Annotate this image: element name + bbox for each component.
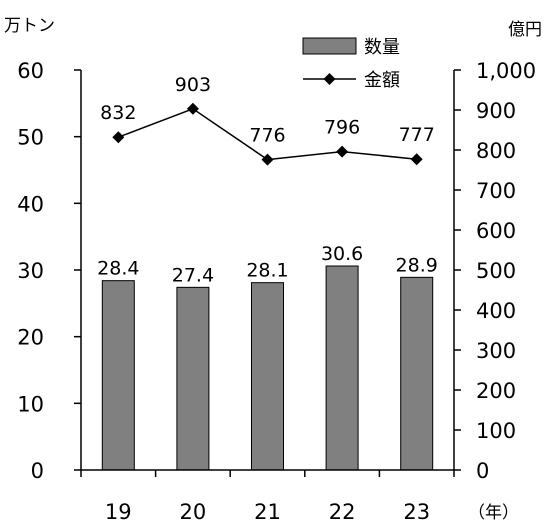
amount-marker (336, 145, 349, 158)
left-axis-unit: 万トン (4, 16, 55, 36)
right-tick-label: 800 (476, 139, 516, 163)
legend-bar-swatch (302, 37, 357, 55)
bars-layer (101, 265, 434, 471)
right-tick-label: 100 (476, 419, 516, 443)
ticks-layer: 0102030405060010020030040050060070080090… (17, 59, 536, 524)
right-tick-label: 200 (476, 379, 516, 403)
x-tick-label: 20 (180, 500, 207, 524)
bar-value-label: 28.1 (246, 260, 288, 282)
bar (400, 276, 434, 471)
right-tick-label: 0 (476, 459, 489, 483)
bar (176, 286, 210, 471)
bar-value-label: 28.9 (396, 254, 438, 276)
bar (325, 265, 359, 471)
line-layer (112, 102, 423, 166)
legend-line-label: 金額 (364, 70, 400, 91)
right-axis-unit: 億円 (508, 20, 542, 40)
line-value-label: 903 (175, 74, 211, 96)
line-value-label: 832 (100, 102, 136, 124)
bar-value-label: 30.6 (321, 243, 363, 265)
x-tick-label: 22 (329, 500, 356, 524)
line-value-label: 776 (249, 125, 285, 147)
right-tick-label: 500 (476, 259, 516, 283)
left-tick-label: 10 (17, 392, 44, 416)
x-tick-label: 23 (403, 500, 430, 524)
left-tick-label: 0 (31, 459, 44, 483)
bar (251, 282, 284, 471)
right-tick-label: 700 (476, 179, 516, 203)
bar-value-label: 27.4 (172, 264, 214, 286)
right-tick-label: 400 (476, 299, 516, 323)
left-tick-label: 50 (17, 126, 44, 150)
legend-bar-label: 数量 (364, 37, 400, 58)
left-tick-label: 30 (17, 259, 44, 283)
bar (101, 280, 135, 471)
x-tick-label: 21 (254, 500, 281, 524)
left-tick-label: 60 (17, 59, 44, 83)
amount-marker (112, 131, 125, 144)
labels-layer: 28.4 27.4 28.1 30.6 28.9 832 903 776 796 777 (97, 74, 438, 287)
legend: 数量 金額 (302, 37, 400, 91)
amount-marker (186, 102, 199, 115)
right-tick-label: 1,000 (476, 59, 536, 83)
legend-diamond-marker (323, 73, 336, 85)
x-tick-label: 19 (105, 500, 132, 524)
line-value-label: 777 (399, 124, 435, 146)
right-tick-label: 600 (476, 219, 516, 243)
right-tick-label: 900 (476, 99, 516, 123)
left-tick-label: 40 (17, 192, 44, 216)
left-tick-label: 20 (17, 326, 44, 350)
right-tick-label: 300 (476, 339, 516, 363)
bar-value-label: 28.4 (97, 258, 139, 280)
amount-marker (261, 153, 274, 166)
line-value-label: 796 (324, 117, 360, 139)
amount-marker (410, 153, 423, 166)
x-axis-unit: （年） (468, 503, 519, 523)
